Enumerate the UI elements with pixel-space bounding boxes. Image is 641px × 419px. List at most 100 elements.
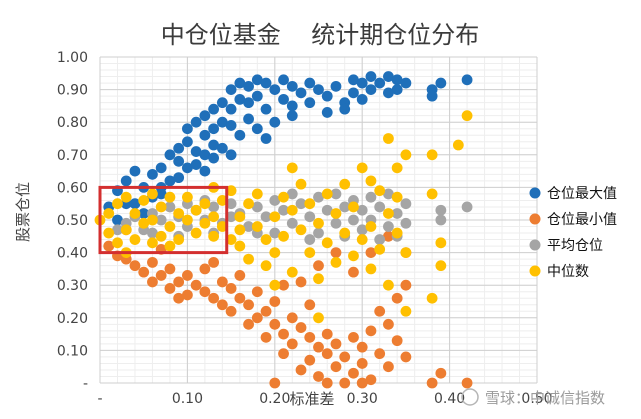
- data-point: [304, 299, 316, 311]
- data-point: [330, 247, 342, 258]
- data-point: [138, 208, 150, 219]
- data-point: [383, 361, 394, 373]
- data-point: [339, 351, 351, 363]
- data-point: [295, 87, 307, 99]
- data-points: [94, 71, 473, 389]
- data-point: [374, 234, 386, 245]
- data-point: [330, 217, 342, 229]
- data-point: [138, 195, 150, 206]
- data-point: [295, 178, 307, 190]
- data-point: [339, 178, 351, 190]
- data-point: [147, 237, 158, 249]
- data-point: [269, 247, 281, 258]
- y-tick-label: 0.80: [57, 115, 88, 131]
- data-point: [216, 195, 228, 206]
- data-point: [278, 191, 289, 203]
- data-point: [348, 214, 359, 226]
- data-point: [243, 97, 254, 109]
- data-point: [304, 234, 316, 245]
- data-point: [260, 260, 272, 272]
- y-tick-label: 0.40: [57, 246, 88, 262]
- data-point: [243, 318, 254, 330]
- data-point: [286, 204, 298, 216]
- data-point: [452, 139, 464, 151]
- data-point: [112, 237, 123, 249]
- data-point: [190, 204, 202, 216]
- data-point: [173, 276, 185, 288]
- data-point: [208, 201, 220, 213]
- data-point: [286, 188, 298, 200]
- data-point: [173, 234, 185, 245]
- data-point: [225, 149, 237, 161]
- data-point: [243, 80, 254, 92]
- data-point: [269, 377, 281, 389]
- data-point: [199, 110, 211, 122]
- data-point: [251, 188, 263, 200]
- data-point: [339, 227, 351, 239]
- data-point: [435, 237, 447, 249]
- data-point: [138, 217, 150, 229]
- data-point: [129, 234, 141, 245]
- legend-marker: [529, 239, 541, 251]
- data-point: [147, 214, 158, 226]
- data-point: [173, 208, 185, 219]
- data-point: [383, 279, 394, 291]
- data-point: [225, 84, 237, 95]
- data-point: [278, 328, 289, 340]
- data-point: [400, 305, 412, 317]
- data-point: [269, 227, 281, 239]
- data-point: [286, 100, 298, 112]
- data-point: [208, 211, 220, 223]
- data-point: [356, 162, 368, 174]
- data-point: [164, 201, 176, 213]
- data-point: [365, 247, 377, 258]
- data-point: [216, 299, 228, 311]
- data-point: [182, 162, 193, 174]
- data-point: [356, 341, 368, 353]
- data-point: [461, 110, 473, 122]
- legend-label: 平均仓位: [547, 238, 603, 254]
- data-point: [112, 198, 123, 210]
- data-point: [278, 74, 289, 86]
- watermark-text: 雪球：中诚信指数: [485, 389, 605, 407]
- data-point: [295, 276, 307, 288]
- data-point: [260, 211, 272, 223]
- data-point: [269, 318, 281, 330]
- data-point: [400, 351, 412, 363]
- data-point: [391, 84, 403, 95]
- x-tick-label: 0.50: [521, 391, 552, 407]
- data-point: [112, 224, 123, 236]
- data-point: [313, 84, 324, 95]
- data-point: [356, 224, 368, 236]
- data-point: [330, 188, 342, 200]
- y-tick-label: 0.90: [57, 83, 88, 99]
- data-point: [155, 214, 167, 226]
- data-point: [269, 84, 281, 95]
- y-tick-label: -: [83, 376, 88, 392]
- y-tick-label: 0.10: [57, 343, 88, 359]
- data-point: [304, 77, 316, 89]
- data-point: [295, 198, 307, 210]
- y-tick-label: 0.20: [57, 311, 88, 327]
- data-point: [182, 270, 193, 281]
- data-point: [234, 77, 246, 89]
- data-point: [356, 234, 368, 245]
- data-point: [400, 77, 412, 89]
- data-point: [278, 204, 289, 216]
- data-point: [164, 175, 176, 187]
- legend-label: 仓位最小值: [547, 212, 617, 228]
- data-point: [208, 103, 220, 115]
- y-tick-label: 0.60: [57, 180, 88, 196]
- data-point: [391, 191, 403, 203]
- data-point: [348, 250, 359, 262]
- data-point: [313, 260, 324, 272]
- data-point: [286, 110, 298, 122]
- data-point: [234, 211, 246, 223]
- data-point: [164, 191, 176, 203]
- data-point: [129, 208, 141, 219]
- data-point: [260, 331, 272, 343]
- data-point: [391, 335, 403, 347]
- data-point: [426, 377, 438, 389]
- data-point: [339, 201, 351, 213]
